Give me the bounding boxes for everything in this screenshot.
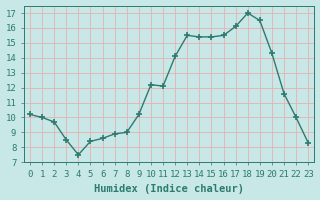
X-axis label: Humidex (Indice chaleur): Humidex (Indice chaleur) xyxy=(94,184,244,194)
